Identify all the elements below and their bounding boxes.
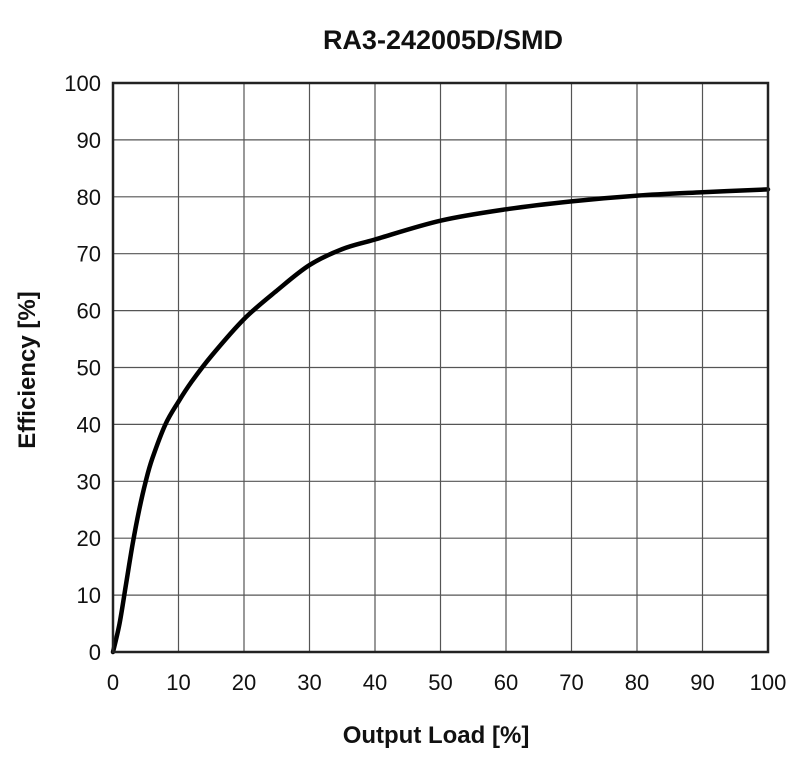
x-tick-label: 80 xyxy=(625,670,649,695)
x-tick-label: 100 xyxy=(750,670,787,695)
y-tick-label: 100 xyxy=(64,71,101,96)
grid xyxy=(113,83,768,652)
x-tick-label: 20 xyxy=(232,670,256,695)
y-tick-label: 40 xyxy=(77,412,101,437)
y-tick-label: 90 xyxy=(77,128,101,153)
x-tick-label: 50 xyxy=(428,670,452,695)
x-tick-label: 60 xyxy=(494,670,518,695)
y-tick-label: 50 xyxy=(77,356,101,381)
y-tick-label: 80 xyxy=(77,185,101,210)
efficiency-curve xyxy=(110,187,771,655)
y-tick-label: 70 xyxy=(77,242,101,267)
x-tick-label: 90 xyxy=(690,670,714,695)
y-axis-ticks: 0 10 20 30 40 50 60 70 80 90 100 xyxy=(64,71,101,665)
x-tick-label: 30 xyxy=(297,670,321,695)
plot-frame xyxy=(111,81,770,654)
y-tick-label: 60 xyxy=(77,299,101,324)
x-tick-label: 40 xyxy=(363,670,387,695)
x-axis-label: Output Load [%] xyxy=(343,722,530,749)
x-axis-ticks: 0 10 20 30 40 50 60 70 80 90 100 xyxy=(107,670,786,695)
x-tick-label: 70 xyxy=(559,670,583,695)
plot-area xyxy=(110,187,771,655)
x-tick-label: 0 xyxy=(107,670,119,695)
y-tick-label: 20 xyxy=(77,526,101,551)
y-axis-label: Efficiency [%] xyxy=(14,291,41,448)
chart-title: RA3-242005D/SMD xyxy=(323,25,563,55)
y-tick-label: 10 xyxy=(77,583,101,608)
y-tick-label: 30 xyxy=(77,469,101,494)
y-tick-label: 0 xyxy=(89,640,101,665)
x-tick-label: 10 xyxy=(166,670,190,695)
